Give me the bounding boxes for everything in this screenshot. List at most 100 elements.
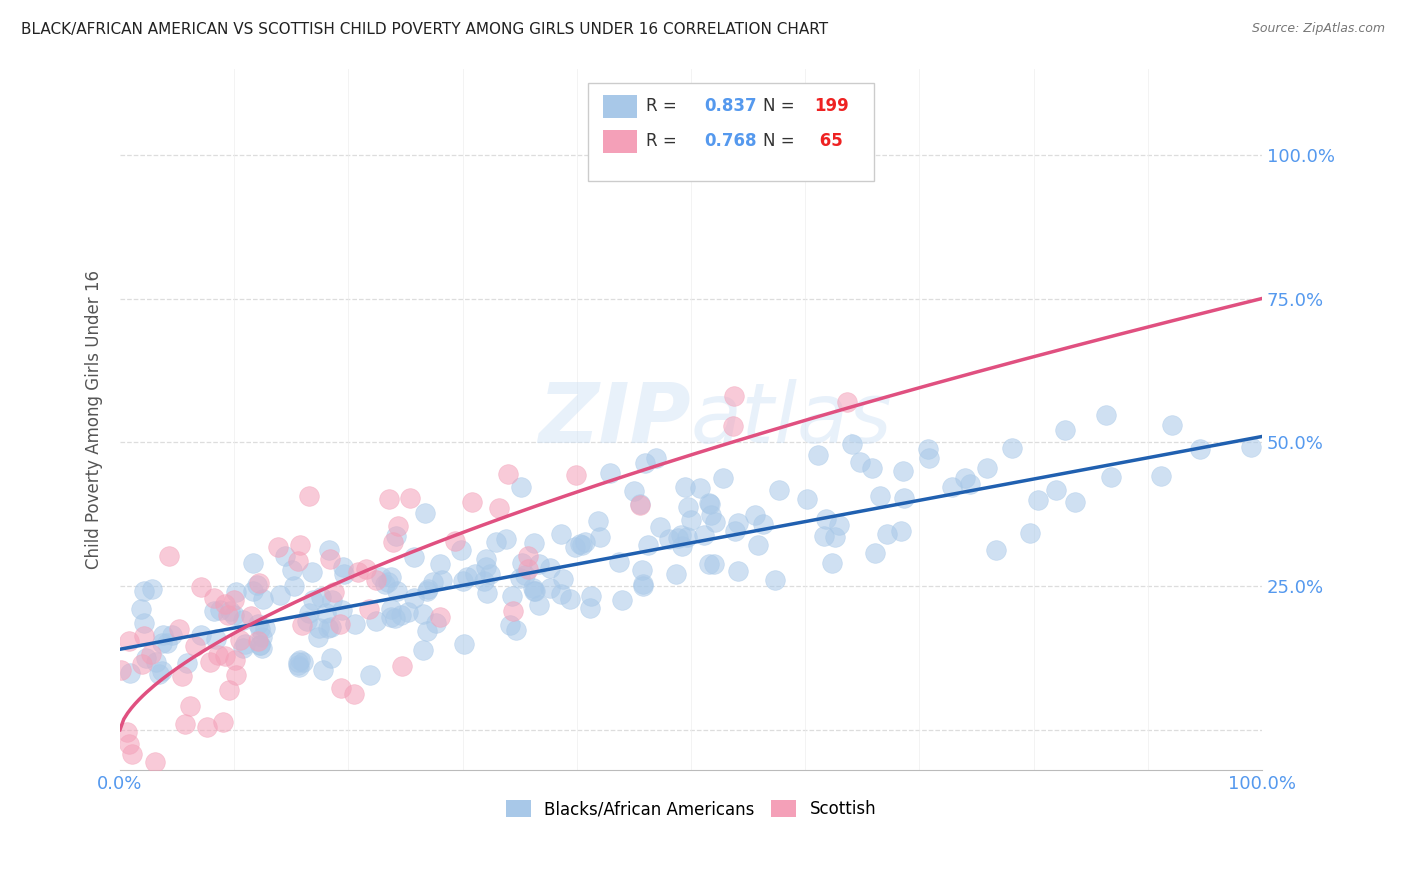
Point <box>472 574 495 588</box>
Point <box>252 592 274 607</box>
Point <box>724 524 747 539</box>
Point <box>689 481 711 495</box>
Point <box>167 622 190 636</box>
Point <box>699 497 721 511</box>
Point <box>364 614 387 628</box>
Point <box>574 535 596 549</box>
Point <box>460 495 482 509</box>
Point <box>157 549 180 563</box>
Point <box>835 394 858 409</box>
Point <box>319 620 342 634</box>
Point <box>232 640 254 655</box>
Point <box>283 579 305 593</box>
Point <box>209 602 232 616</box>
Text: 0.768: 0.768 <box>704 133 758 151</box>
Point <box>860 460 883 475</box>
Point <box>332 559 354 574</box>
Point <box>202 604 225 618</box>
Point <box>1045 483 1067 497</box>
Point <box>505 623 527 637</box>
Point <box>693 528 716 542</box>
Point <box>118 665 141 680</box>
Point <box>396 605 419 619</box>
Point <box>150 664 173 678</box>
Point <box>610 592 633 607</box>
Point <box>152 628 174 642</box>
Point <box>219 604 242 618</box>
Point <box>1240 440 1263 454</box>
Point <box>524 583 547 598</box>
Point <box>821 556 844 570</box>
Point <box>156 636 179 650</box>
Point <box>676 500 699 514</box>
Point <box>450 542 472 557</box>
Point <box>796 492 818 507</box>
Point <box>121 747 143 761</box>
Point <box>425 615 447 630</box>
Point <box>444 533 467 548</box>
Point <box>250 630 273 644</box>
Point <box>723 389 745 403</box>
Legend: Blacks/African Americans, Scottish: Blacks/African Americans, Scottish <box>499 793 883 825</box>
Point <box>287 660 309 674</box>
Point <box>863 546 886 560</box>
Point <box>1150 469 1173 483</box>
Point <box>498 467 520 481</box>
Point <box>359 667 381 681</box>
Point <box>768 483 790 498</box>
Point <box>697 557 720 571</box>
Point <box>190 628 212 642</box>
Point <box>828 518 851 533</box>
Point <box>287 657 309 672</box>
Point <box>172 669 194 683</box>
Point <box>697 496 720 510</box>
Point <box>893 491 915 505</box>
Point <box>370 570 392 584</box>
Bar <box>603 95 637 118</box>
Point <box>139 648 162 662</box>
Point <box>402 591 425 605</box>
Point <box>330 603 353 617</box>
Text: 199: 199 <box>814 97 849 115</box>
Point <box>323 585 346 599</box>
Point <box>451 574 474 589</box>
Point <box>578 600 600 615</box>
Point <box>195 720 218 734</box>
Point <box>380 602 402 616</box>
Point <box>315 606 337 620</box>
Point <box>630 563 652 577</box>
Point <box>387 518 409 533</box>
Point <box>290 617 312 632</box>
Point <box>150 636 173 650</box>
Point <box>477 586 499 600</box>
Point <box>550 526 572 541</box>
Point <box>711 471 734 485</box>
Point <box>513 568 536 582</box>
Point <box>412 643 434 657</box>
Point <box>129 601 152 615</box>
Point <box>488 501 510 516</box>
Point <box>225 585 247 599</box>
Point <box>502 604 524 618</box>
Point <box>890 524 912 538</box>
Point <box>891 464 914 478</box>
Point <box>301 566 323 580</box>
Point <box>1189 442 1212 457</box>
Text: Source: ZipAtlas.com: Source: ZipAtlas.com <box>1251 22 1385 36</box>
Point <box>824 530 846 544</box>
Point <box>1099 470 1122 484</box>
Point <box>599 467 621 481</box>
Point <box>416 582 439 596</box>
Point <box>569 537 592 551</box>
Bar <box>603 130 637 153</box>
Point <box>141 582 163 596</box>
Point <box>631 576 654 591</box>
Point <box>145 655 167 669</box>
Point <box>501 589 523 603</box>
Point <box>384 611 406 625</box>
Point <box>645 451 668 466</box>
Point <box>184 639 207 653</box>
Point <box>242 557 264 571</box>
Point <box>429 557 451 571</box>
Point <box>416 624 439 638</box>
